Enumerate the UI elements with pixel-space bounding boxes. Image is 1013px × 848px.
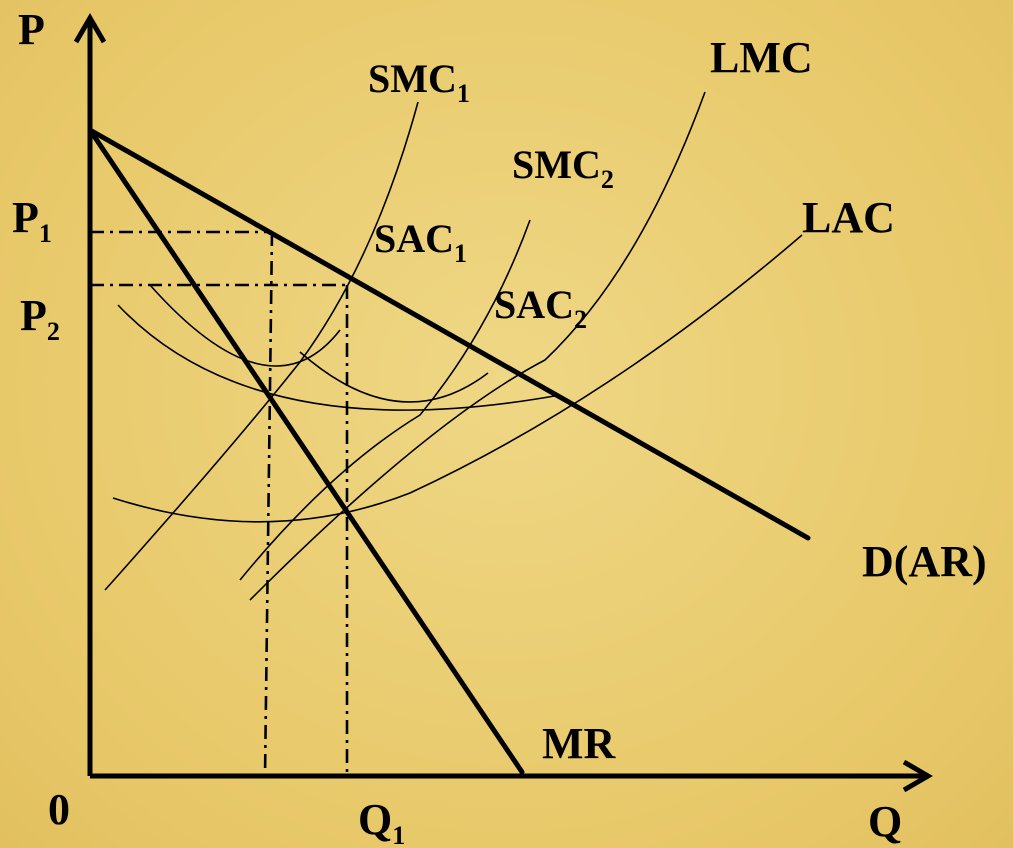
- cost-curves: [104, 91, 803, 601]
- p1-label: P1: [12, 193, 52, 248]
- sac1-label: SAC1: [374, 216, 467, 268]
- p2-label: P2: [20, 291, 60, 346]
- y-axis-label: P: [18, 5, 45, 54]
- x-axis-arrowhead: [902, 759, 933, 793]
- sac2-curve: [299, 351, 489, 403]
- demand-curve: [87, 127, 811, 541]
- q1-label: Q1: [358, 795, 405, 848]
- guide-lines: [90, 230, 349, 777]
- q-left-guide-line: [263, 231, 274, 777]
- axes: [73, 13, 933, 793]
- smc2-label: SMC2: [512, 142, 614, 194]
- mr-label: MR: [542, 719, 617, 768]
- origin-label: 0: [48, 785, 70, 834]
- sac2-label: SAC2: [494, 282, 587, 334]
- smc2-curve: [239, 219, 531, 581]
- mr-curve: [87, 127, 525, 775]
- lmc-curve: [249, 91, 706, 601]
- lac-envelope-curve: [117, 304, 561, 411]
- revenue-curves: [87, 127, 811, 775]
- smc1-label: SMC1: [368, 56, 470, 108]
- lac-curve: [112, 234, 803, 523]
- lmc-label: LMC: [710, 33, 813, 82]
- y-axis-arrowhead: [73, 13, 107, 44]
- x-axis-label: Q: [868, 797, 902, 846]
- demand-label: D(AR): [862, 537, 987, 586]
- smc1-curve: [104, 101, 419, 591]
- sac1-curve: [149, 284, 341, 367]
- lac-label: LAC: [802, 193, 895, 242]
